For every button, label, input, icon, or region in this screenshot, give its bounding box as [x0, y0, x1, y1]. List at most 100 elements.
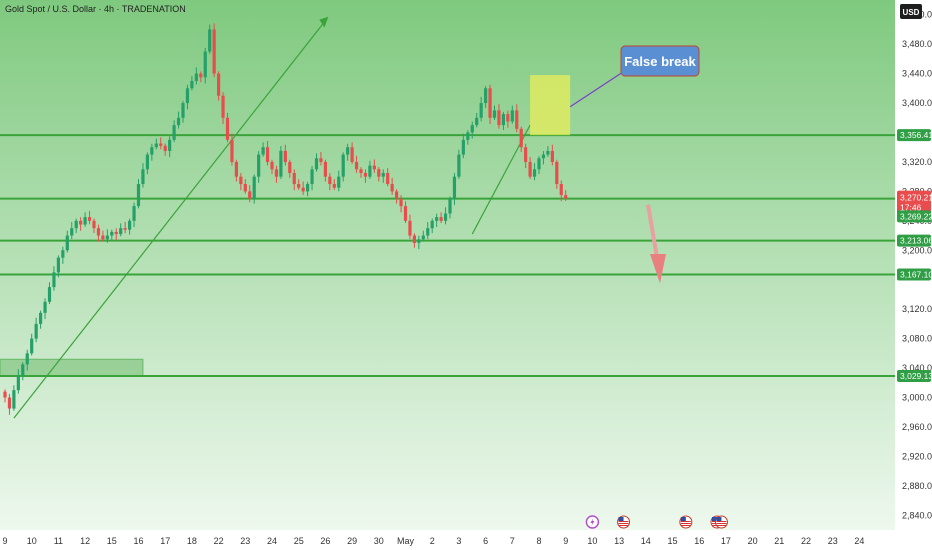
candle-body — [52, 272, 56, 288]
time-tick-18: 6 — [483, 536, 488, 546]
candle — [346, 143, 350, 161]
candle-body — [430, 220, 434, 229]
candle — [323, 159, 327, 182]
level-tag-bg — [897, 129, 931, 142]
candle-body — [96, 228, 101, 236]
candle-body — [555, 161, 559, 185]
us-flag-event-icon — [714, 515, 728, 529]
candle-body — [443, 213, 448, 221]
candle — [475, 112, 479, 128]
flag-stripe — [680, 521, 691, 522]
candle — [555, 159, 559, 189]
candle — [297, 179, 301, 190]
candle-body — [524, 147, 528, 162]
candle-body — [163, 145, 167, 151]
candle — [510, 105, 514, 124]
candle — [243, 179, 247, 194]
candle-body — [234, 161, 238, 177]
current-price-value: 3,270.21 — [900, 193, 932, 203]
candle — [515, 104, 519, 133]
candle — [61, 246, 65, 264]
candle-body — [43, 301, 47, 313]
candle-body — [297, 184, 301, 188]
candle-body — [3, 391, 7, 398]
candle — [270, 159, 274, 175]
candle — [395, 189, 399, 204]
candle-body — [230, 139, 234, 162]
candle — [363, 169, 368, 183]
candle-body — [381, 172, 385, 177]
candle — [448, 196, 452, 219]
candle — [65, 230, 69, 253]
time-tick-32: 24 — [854, 536, 864, 546]
candle-body — [346, 147, 350, 155]
candle-body — [435, 217, 439, 221]
candle-body — [426, 228, 430, 236]
currency-badge[interactable]: USD — [900, 4, 922, 19]
candle — [354, 155, 359, 173]
candle-body — [257, 154, 261, 177]
candle-body — [421, 235, 425, 240]
candle — [252, 174, 256, 204]
candle-body — [363, 172, 368, 177]
candle — [403, 201, 408, 224]
level-tag-text: 3,213.06 — [900, 236, 932, 246]
candle-body — [466, 132, 470, 140]
false-break-highlight — [530, 75, 571, 136]
candle-body — [114, 231, 118, 235]
candle — [279, 146, 283, 179]
candle-body — [528, 161, 532, 177]
candle-body — [479, 103, 483, 118]
price-tick-4: 3,320.00 — [902, 157, 932, 167]
price-tick-8: 3,120.00 — [902, 304, 932, 314]
candle-body — [377, 169, 381, 177]
candle — [208, 24, 212, 54]
candle-body — [484, 88, 488, 104]
candle-body — [314, 158, 319, 170]
candle — [119, 223, 123, 237]
candle — [532, 163, 537, 181]
candle — [497, 104, 501, 129]
candle — [359, 167, 363, 178]
candle — [221, 92, 225, 124]
candle — [337, 170, 341, 192]
candle-body — [21, 364, 25, 376]
candle — [314, 153, 319, 172]
candle-body — [261, 147, 265, 155]
candle — [56, 255, 60, 278]
candle-body — [105, 235, 109, 240]
time-tick-11: 25 — [294, 536, 304, 546]
candle-body — [217, 73, 221, 96]
candle-body — [212, 29, 216, 74]
candle — [368, 160, 372, 179]
candle-body — [176, 117, 181, 126]
candle — [479, 96, 483, 122]
time-tick-2: 11 — [54, 536, 63, 546]
candle — [110, 229, 114, 241]
candle — [559, 180, 563, 202]
candle — [132, 202, 136, 228]
candle-body — [412, 235, 416, 243]
candle-body — [65, 235, 69, 251]
candle — [443, 207, 448, 225]
candle-body — [488, 88, 492, 118]
candle — [421, 230, 425, 242]
us-flag-event-icon — [679, 515, 693, 529]
candle-body — [87, 217, 92, 221]
bid-price-bg — [897, 210, 931, 223]
time-tick-3: 12 — [80, 536, 90, 546]
candle — [301, 181, 305, 195]
candle — [461, 133, 465, 159]
projection-arrow-shaft — [646, 204, 659, 258]
candle-body — [390, 184, 394, 192]
chart-title: Gold Spot / U.S. Dollar · 4h · TRADENATI… — [5, 4, 186, 14]
candle-body — [279, 150, 283, 177]
time-tick-12: 26 — [320, 536, 330, 546]
candle — [199, 71, 203, 83]
candle — [390, 177, 394, 195]
candle — [74, 218, 78, 234]
candle — [212, 23, 216, 78]
candle-body — [34, 323, 38, 339]
projection-arrow — [646, 204, 666, 284]
